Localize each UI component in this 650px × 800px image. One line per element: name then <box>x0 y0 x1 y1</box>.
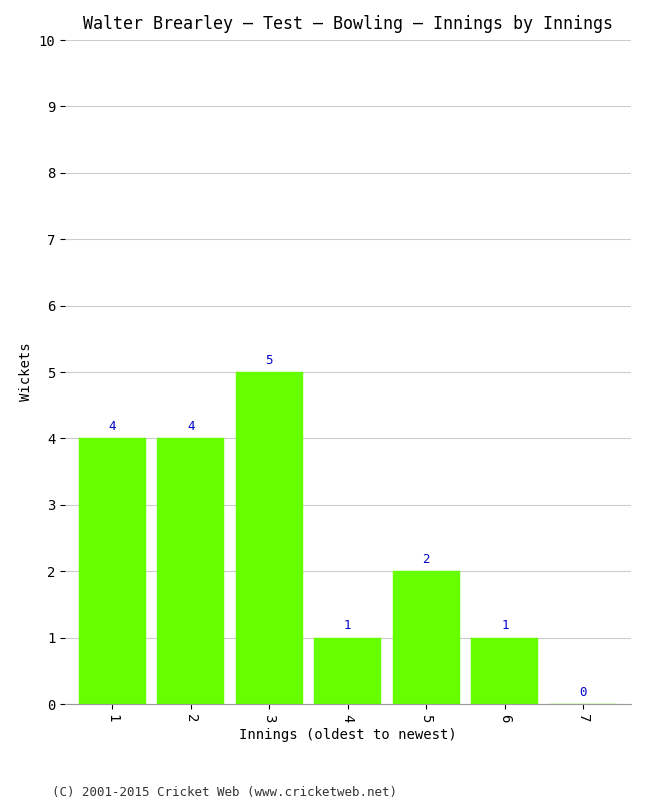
Bar <box>315 638 381 704</box>
Text: 2: 2 <box>422 553 430 566</box>
Bar <box>157 438 224 704</box>
Text: 4: 4 <box>187 420 194 433</box>
Text: 4: 4 <box>109 420 116 433</box>
Y-axis label: Wickets: Wickets <box>19 342 33 402</box>
Title: Walter Brearley – Test – Bowling – Innings by Innings: Walter Brearley – Test – Bowling – Innin… <box>83 15 613 33</box>
Bar <box>236 372 303 704</box>
Text: 0: 0 <box>580 686 587 698</box>
Text: 1: 1 <box>501 619 508 632</box>
Text: 5: 5 <box>265 354 273 366</box>
Bar <box>471 638 538 704</box>
X-axis label: Innings (oldest to newest): Innings (oldest to newest) <box>239 728 456 742</box>
Text: 1: 1 <box>344 619 352 632</box>
Bar <box>79 438 146 704</box>
Bar <box>393 571 460 704</box>
Text: (C) 2001-2015 Cricket Web (www.cricketweb.net): (C) 2001-2015 Cricket Web (www.cricketwe… <box>52 786 397 799</box>
